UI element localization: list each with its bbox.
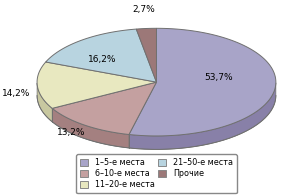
- Polygon shape: [129, 83, 276, 149]
- Polygon shape: [136, 28, 157, 82]
- Legend: 1–5-е места, 6–10-е места, 11–20-е места, 21–50-е места, Прочие: 1–5-е места, 6–10-е места, 11–20-е места…: [76, 154, 237, 193]
- Polygon shape: [37, 83, 52, 122]
- Text: 2,7%: 2,7%: [133, 4, 155, 13]
- Polygon shape: [129, 28, 276, 136]
- Polygon shape: [52, 82, 157, 135]
- Text: 14,2%: 14,2%: [2, 89, 30, 98]
- Text: 53,7%: 53,7%: [204, 73, 232, 82]
- Text: 16,2%: 16,2%: [88, 55, 117, 64]
- Text: 13,2%: 13,2%: [57, 128, 86, 137]
- Polygon shape: [46, 29, 157, 82]
- Polygon shape: [37, 62, 157, 108]
- Polygon shape: [52, 108, 129, 148]
